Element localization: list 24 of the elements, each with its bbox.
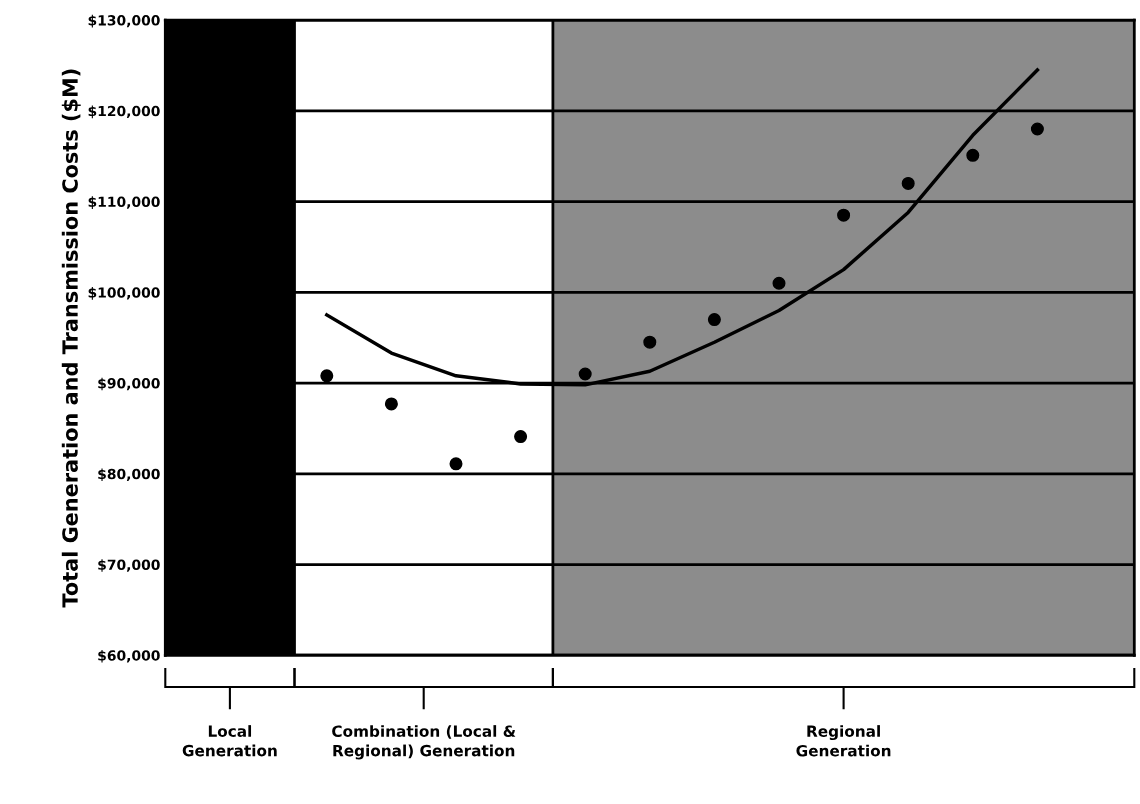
y-tick-label: $120,000 bbox=[88, 105, 160, 119]
text: Regional Generation bbox=[796, 725, 891, 757]
point bbox=[901, 176, 915, 190]
y-tick-label: $90,000 bbox=[98, 377, 160, 391]
y-tick-label: $130,000 bbox=[88, 14, 160, 28]
point bbox=[449, 457, 463, 471]
point bbox=[707, 313, 721, 327]
point bbox=[643, 335, 657, 349]
point bbox=[837, 208, 851, 222]
point bbox=[320, 369, 334, 383]
y-tick-label: $70,000 bbox=[98, 559, 160, 572]
y-axis-title: Total Generation and Transmission Costs ($M) bbox=[61, 69, 81, 608]
point bbox=[772, 276, 786, 290]
point bbox=[514, 430, 528, 444]
y-tick-label: $110,000 bbox=[88, 196, 160, 209]
point bbox=[578, 367, 592, 381]
point bbox=[966, 148, 980, 162]
text: Combination (Local & Regional) Generation bbox=[332, 725, 516, 760]
y-tick-label: $60,000 bbox=[98, 649, 160, 663]
point bbox=[1030, 122, 1044, 136]
text: Local Generation bbox=[182, 725, 277, 757]
point bbox=[384, 397, 398, 411]
y-tick-label: $100,000 bbox=[88, 287, 160, 300]
y-tick-label: $80,000 bbox=[98, 468, 160, 482]
